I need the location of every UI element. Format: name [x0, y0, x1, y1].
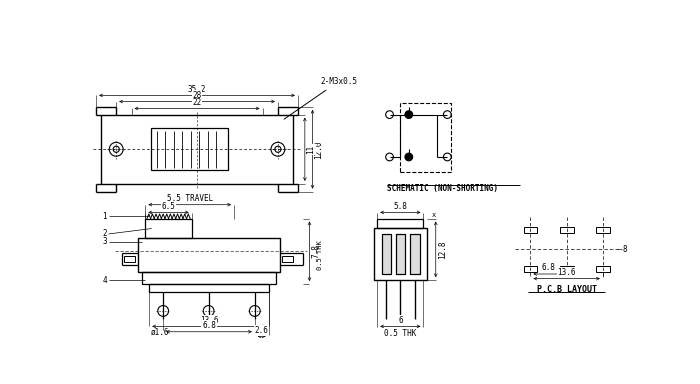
Text: 0.5 THK: 0.5 THK: [384, 329, 416, 338]
Text: 12.8: 12.8: [438, 240, 447, 258]
Text: 5.5 TRAVEL: 5.5 TRAVEL: [167, 194, 213, 203]
Bar: [281, 255, 293, 262]
Bar: [149, 284, 269, 292]
Circle shape: [386, 153, 393, 161]
Circle shape: [158, 306, 169, 316]
Bar: [410, 234, 419, 274]
Bar: [124, 255, 136, 262]
Text: P.C.B LAYOUT: P.C.B LAYOUT: [537, 285, 596, 294]
Circle shape: [405, 111, 413, 118]
Bar: [141, 273, 276, 284]
Text: 6.5: 6.5: [162, 202, 176, 211]
Bar: [374, 228, 426, 280]
Text: SCHEMATIC (NON-SHORTING): SCHEMATIC (NON-SHORTING): [387, 184, 498, 193]
Circle shape: [113, 146, 119, 152]
Text: 6.8: 6.8: [202, 321, 216, 330]
Bar: [524, 227, 538, 233]
Text: 5.8: 5.8: [393, 202, 407, 211]
Text: 22: 22: [193, 98, 202, 107]
Bar: [524, 265, 538, 272]
Bar: [138, 238, 280, 273]
Circle shape: [405, 153, 413, 161]
Text: 1: 1: [102, 212, 107, 221]
Bar: [410, 234, 419, 274]
Bar: [151, 129, 228, 170]
Text: 4: 4: [102, 276, 107, 285]
Text: 11: 11: [307, 145, 316, 154]
Text: 6.8: 6.8: [542, 263, 556, 273]
Bar: [377, 218, 424, 228]
Text: 13.6: 13.6: [199, 316, 218, 325]
Text: 12.0: 12.0: [314, 140, 323, 159]
Circle shape: [444, 153, 452, 161]
Bar: [382, 234, 391, 274]
Text: 2: 2: [102, 230, 107, 238]
Text: 7.8: 7.8: [312, 244, 321, 258]
Text: 13.6: 13.6: [557, 268, 576, 277]
Circle shape: [203, 306, 214, 316]
Circle shape: [109, 142, 123, 156]
Text: 3: 3: [102, 237, 107, 246]
Bar: [395, 234, 405, 274]
Text: 8: 8: [623, 245, 627, 254]
Text: 2.6: 2.6: [255, 326, 269, 335]
Text: 0.5 THK: 0.5 THK: [317, 241, 323, 270]
Bar: [101, 114, 293, 184]
Text: 28: 28: [193, 91, 202, 100]
Circle shape: [275, 146, 281, 152]
Bar: [560, 227, 573, 233]
Circle shape: [386, 111, 393, 118]
Text: ø1.6: ø1.6: [151, 327, 169, 336]
Bar: [596, 265, 610, 272]
Circle shape: [249, 306, 260, 316]
Circle shape: [444, 111, 452, 118]
Text: 35.2: 35.2: [188, 85, 206, 94]
Bar: [560, 265, 573, 272]
Circle shape: [271, 142, 285, 156]
Bar: [596, 227, 610, 233]
Bar: [395, 234, 405, 274]
Bar: [382, 234, 391, 274]
Text: 6: 6: [398, 316, 402, 325]
Text: x: x: [432, 212, 436, 218]
Bar: [146, 218, 192, 238]
Bar: [400, 103, 451, 172]
Text: 2-M3x0.5: 2-M3x0.5: [284, 77, 357, 119]
